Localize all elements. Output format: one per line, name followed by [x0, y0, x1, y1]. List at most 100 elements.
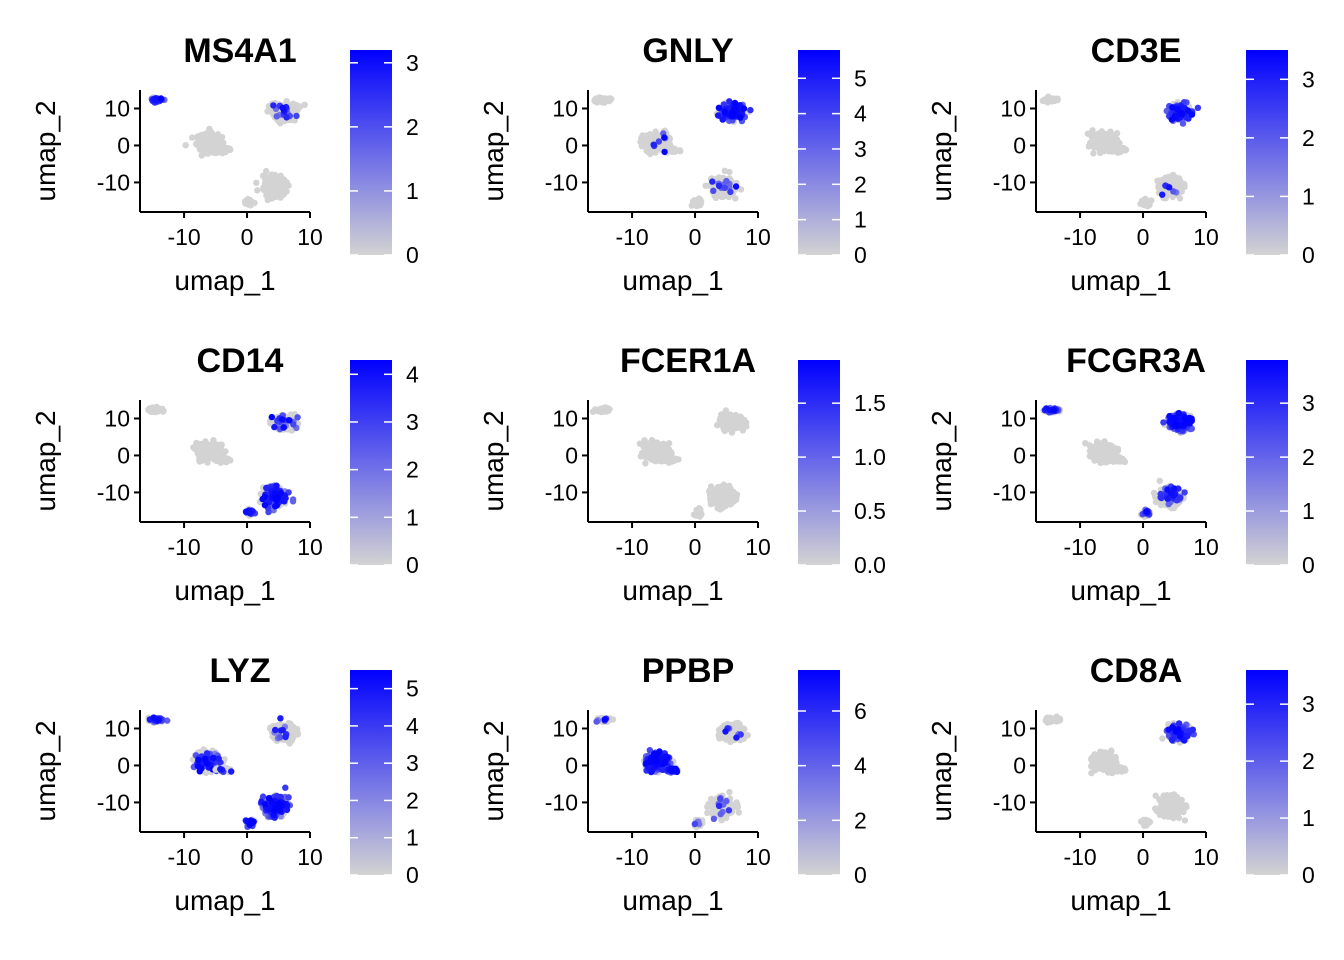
x-tick-label: -10 — [1063, 224, 1096, 250]
x-tick-label: 0 — [689, 224, 702, 250]
colorbar-tick-label: 2 — [406, 114, 419, 140]
data-point — [199, 440, 206, 448]
data-point — [715, 104, 723, 112]
data-point — [271, 423, 278, 431]
data-point — [649, 451, 657, 458]
data-point — [261, 493, 268, 501]
data-point — [649, 441, 656, 448]
data-point — [1146, 201, 1153, 208]
y-tick-label: 0 — [565, 132, 578, 158]
colorbar-tick-label: 1 — [406, 504, 419, 530]
data-point — [1111, 134, 1119, 141]
data-point — [642, 460, 649, 467]
data-point — [268, 413, 275, 421]
data-point — [1184, 107, 1192, 114]
y-tick-label: -10 — [545, 169, 578, 195]
data-point — [277, 120, 284, 127]
scatter-points — [1039, 93, 1202, 210]
data-point — [279, 104, 286, 112]
data-point — [254, 187, 261, 194]
data-point — [259, 172, 267, 179]
data-point — [227, 146, 234, 154]
data-point — [662, 446, 669, 453]
data-point — [669, 457, 676, 464]
data-point — [1090, 150, 1097, 157]
data-point — [272, 186, 279, 194]
data-point — [661, 148, 668, 156]
data-point — [709, 178, 716, 185]
data-point — [729, 111, 737, 119]
data-point — [280, 424, 287, 431]
data-point — [152, 404, 160, 412]
y-tick-label: 0 — [1013, 132, 1026, 158]
y-tick-label: -10 — [993, 169, 1026, 195]
data-point — [721, 167, 728, 174]
plot-title: FCER1A — [620, 342, 756, 380]
data-point — [1050, 97, 1058, 104]
data-point — [1174, 177, 1182, 184]
colorbar-tick-label: 0 — [406, 552, 419, 578]
colorbar-tick-label: 3 — [406, 409, 419, 435]
scatter-points — [145, 403, 302, 519]
data-point — [204, 457, 211, 464]
data-point — [724, 485, 732, 492]
data-point — [283, 114, 290, 121]
data-point — [189, 134, 196, 141]
x-tick-label: -10 — [615, 224, 648, 250]
data-point — [196, 458, 203, 465]
data-point — [661, 134, 668, 141]
data-point — [204, 142, 211, 150]
data-point — [206, 125, 213, 133]
data-point — [1169, 171, 1177, 179]
scatter-points — [591, 94, 754, 210]
data-point — [707, 495, 714, 502]
data-point — [737, 114, 744, 121]
data-point — [204, 137, 211, 144]
data-point — [1194, 104, 1202, 112]
data-point — [714, 484, 722, 491]
x-tick-label: -10 — [167, 224, 200, 250]
data-point — [196, 144, 204, 152]
data-point — [731, 412, 738, 420]
data-point — [212, 137, 219, 145]
data-point — [193, 445, 200, 452]
y-tick-label: 10 — [104, 405, 130, 431]
colorbar — [798, 50, 840, 255]
data-point — [593, 95, 600, 102]
x-tick-label: -10 — [167, 534, 200, 560]
x-tick-label: 10 — [745, 224, 771, 250]
data-point — [279, 416, 286, 423]
x-tick-label: 0 — [1137, 224, 1150, 250]
data-point — [596, 406, 604, 413]
plot-title: CD3E — [1091, 32, 1182, 70]
colorbar-tick-label: 2 — [1302, 125, 1315, 151]
data-point — [722, 109, 729, 116]
plot-title: GNLY — [642, 32, 734, 70]
data-point — [282, 494, 289, 502]
x-tick-label: 0 — [241, 534, 254, 560]
colorbar-tick-label: 0 — [1302, 242, 1315, 268]
data-point — [724, 495, 731, 502]
data-point — [210, 447, 217, 454]
y-axis-label: umap_2 — [30, 100, 61, 201]
data-point — [731, 491, 739, 498]
colorbar-tick-label: 2 — [406, 457, 419, 483]
data-point — [1102, 136, 1110, 143]
data-point — [649, 131, 656, 139]
data-point — [643, 450, 650, 457]
data-point — [1089, 127, 1096, 134]
data-point — [718, 411, 725, 418]
data-point — [289, 496, 297, 503]
data-point — [273, 113, 280, 120]
data-point — [157, 95, 165, 102]
data-point — [641, 437, 648, 444]
data-point — [731, 99, 739, 107]
data-point — [740, 105, 748, 112]
colorbar — [350, 360, 392, 565]
data-point — [715, 490, 722, 497]
data-point — [736, 423, 744, 431]
y-tick-label: 10 — [104, 95, 130, 121]
colorbar-tick-label: 3 — [854, 136, 867, 162]
data-point — [253, 179, 260, 186]
